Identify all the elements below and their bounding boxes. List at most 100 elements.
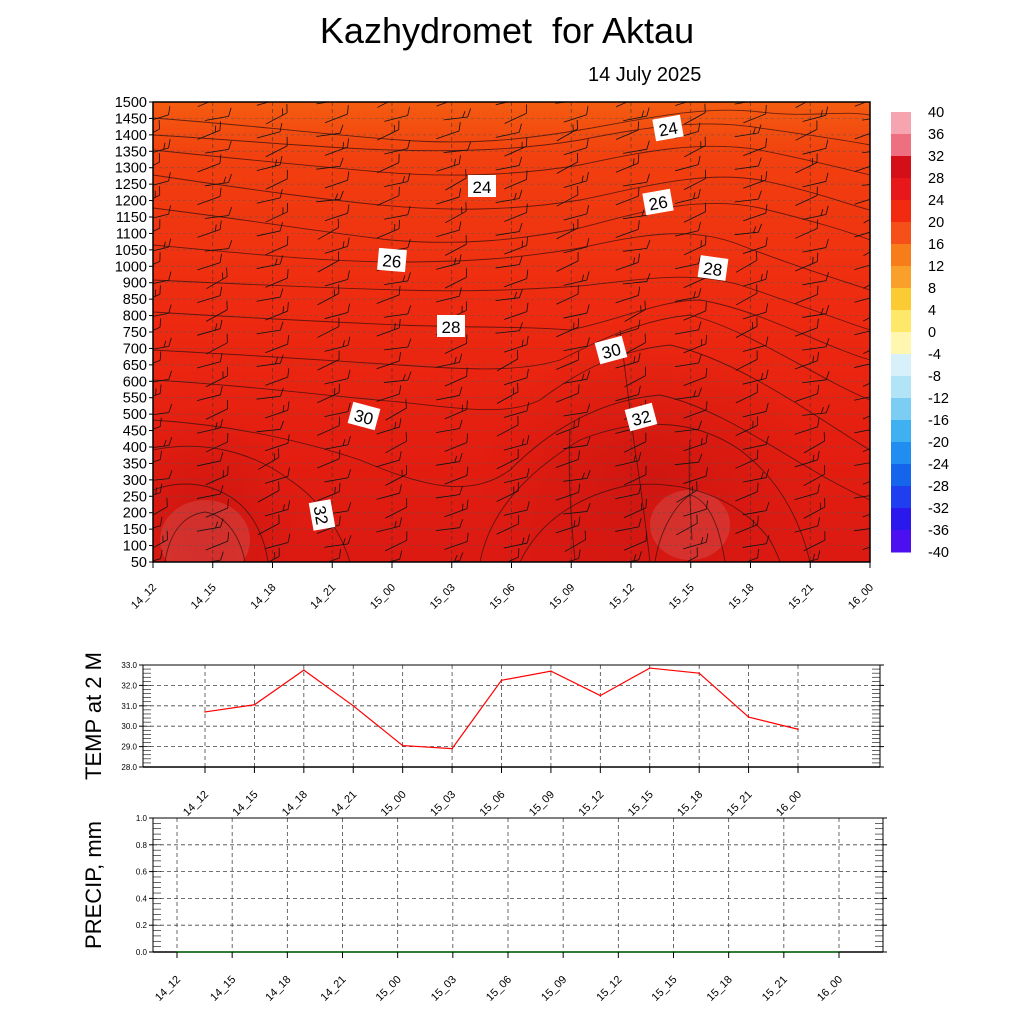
wind-barb xyxy=(205,532,229,551)
wind-barb xyxy=(384,338,412,351)
wind-barb-flag xyxy=(278,547,280,557)
wind-barb xyxy=(674,321,702,335)
wind-barb xyxy=(435,452,463,466)
wind-barb-shaft xyxy=(444,409,467,420)
wind-barb-flag xyxy=(273,453,275,460)
contour-labels: 24 24 26 26 28 28 30 30 32 32 xyxy=(308,114,729,531)
wind-barb-shaft xyxy=(615,361,639,369)
wind-barb xyxy=(153,219,161,240)
wind-barb-flag xyxy=(753,127,756,134)
time-axis-precip: 14_12 14_15 14_18 14_21 15_00 15_03 15_06 15_09… xyxy=(153,952,845,1004)
wind-barb xyxy=(675,102,699,106)
time-tick-label: 15_15 xyxy=(667,582,697,612)
wind-barb-flag xyxy=(577,384,580,394)
wind-barb xyxy=(317,383,340,404)
panel-frame xyxy=(152,817,884,953)
wind-barb-shaft xyxy=(563,246,587,254)
wind-barb xyxy=(444,400,468,420)
wind-barb-shaft xyxy=(556,161,578,174)
wind-barb xyxy=(802,271,830,286)
wind-barb-flag xyxy=(518,548,520,558)
wind-barb-flag xyxy=(705,533,709,543)
wind-barb-shaft xyxy=(623,281,647,285)
wind-barb xyxy=(436,287,462,303)
wind-barb-flag xyxy=(526,302,529,312)
wind-barb-shaft xyxy=(794,327,818,337)
wind-barb xyxy=(675,547,698,562)
wind-barb-flag xyxy=(586,271,590,281)
wind-barb xyxy=(316,102,341,105)
wind-barb-flag xyxy=(162,535,164,543)
wind-barb-flag xyxy=(820,406,824,414)
wind-barb-shaft xyxy=(265,244,288,256)
wind-barb-shaft xyxy=(556,293,579,305)
temp-points xyxy=(204,667,799,750)
wind-barb-shaft xyxy=(206,276,228,290)
wind-barb-flag xyxy=(700,240,702,247)
wind-barb-flag xyxy=(228,107,232,117)
wind-barb xyxy=(153,238,172,253)
wind-barb-shaft xyxy=(735,359,758,371)
wind-barb-flag xyxy=(394,520,397,528)
wind-barb-shaft xyxy=(256,329,281,335)
wind-barb-shaft xyxy=(316,557,340,562)
colorbar-swatch xyxy=(891,288,911,311)
wind-barb xyxy=(153,483,163,501)
wind-barb-flag xyxy=(159,219,161,229)
wind-barb-shaft xyxy=(153,506,168,520)
wind-barb xyxy=(623,272,651,285)
wind-barb xyxy=(436,155,461,172)
colorbar-swatch xyxy=(891,310,911,333)
wind-barb-shaft xyxy=(384,181,408,188)
wind-barb-flag xyxy=(407,106,410,116)
wind-barb-flag xyxy=(881,334,888,343)
wind-barb xyxy=(802,404,830,416)
temp-grid xyxy=(143,665,880,767)
colorbar-tick-label: -12 xyxy=(928,391,949,407)
wind-barb xyxy=(324,469,352,483)
wind-barb xyxy=(624,366,646,388)
wind-barb xyxy=(435,519,464,532)
wind-barb xyxy=(802,205,829,220)
contour-line xyxy=(153,394,870,501)
wind-barb xyxy=(153,172,171,188)
wind-barb-shaft xyxy=(197,163,221,173)
wind-barb-flag xyxy=(645,531,648,541)
wind-barb-flag xyxy=(705,500,709,510)
wind-barb-flag xyxy=(519,322,523,331)
wind-barb xyxy=(563,337,590,352)
wind-barb-shaft xyxy=(376,195,400,206)
wind-barb-flag xyxy=(467,108,472,118)
wind-barb-flag xyxy=(646,239,651,249)
wind-barb xyxy=(802,172,829,188)
wind-barb-shaft xyxy=(324,146,348,156)
colorbar-tick-label: 4 xyxy=(928,303,936,319)
wind-barb-flag xyxy=(573,520,576,528)
wind-barb-flag xyxy=(274,552,276,559)
wind-barb-shaft xyxy=(623,540,647,551)
wind-barb-flag xyxy=(287,368,290,378)
wind-barb-flag xyxy=(342,142,344,149)
wind-barb-shaft xyxy=(802,247,827,253)
wind-barb xyxy=(615,518,642,532)
wind-barb-shaft xyxy=(863,309,870,322)
wind-barb-shaft xyxy=(153,180,169,188)
wind-barb-flag xyxy=(287,401,290,411)
wind-barb-shaft xyxy=(503,509,528,516)
wind-barb-flag xyxy=(282,504,285,511)
wind-barb-flag xyxy=(155,388,157,396)
wind-barb-shaft xyxy=(683,178,706,190)
wind-barb xyxy=(257,481,280,503)
wind-barb xyxy=(504,203,528,222)
wind-barb-flag xyxy=(339,157,344,167)
wind-barb-shaft xyxy=(384,115,408,122)
x-tick-label: 15_15 xyxy=(650,974,680,1004)
wind-barb-shaft xyxy=(256,428,281,433)
wind-barb-flag xyxy=(765,104,767,114)
wind-barb-flag xyxy=(219,220,222,230)
wind-barb-flag xyxy=(466,433,468,443)
wind-barb xyxy=(256,155,283,172)
wind-barb-flag xyxy=(168,436,173,446)
wind-barb xyxy=(675,188,701,204)
wind-barb xyxy=(615,485,642,500)
